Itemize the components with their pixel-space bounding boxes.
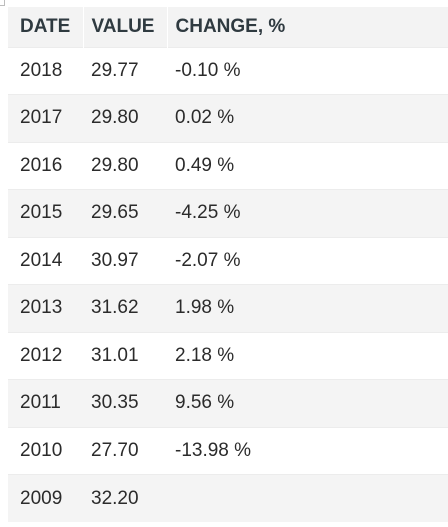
table-row: 2015 29.65 -4.25 % <box>8 189 448 237</box>
cell-date: 2013 <box>8 284 83 332</box>
table-row: 2010 27.70 -13.98 % <box>8 426 448 475</box>
table-row: 2012 31.01 2.18 % <box>8 331 448 380</box>
cell-change: -4.25 % <box>167 189 448 237</box>
cell-date: 2009 <box>8 474 83 522</box>
cell-value: 31.01 <box>83 331 167 380</box>
cell-value: 30.97 <box>83 236 167 285</box>
cell-date: 2015 <box>8 189 83 237</box>
cell-value: 29.65 <box>83 189 167 237</box>
table-header: DATE VALUE CHANGE, % <box>8 7 448 47</box>
cell-date: 2011 <box>8 379 83 427</box>
cell-date: 2016 <box>8 141 83 190</box>
table-row: 2011 30.35 9.56 % <box>8 379 448 427</box>
cell-date: 2010 <box>8 426 83 475</box>
table-row: 2014 30.97 -2.07 % <box>8 236 448 285</box>
data-table: DATE VALUE CHANGE, % 2018 29.77 -0.10 % … <box>8 7 448 522</box>
cell-change: 0.02 % <box>167 94 448 142</box>
cell-date: 2017 <box>8 94 83 142</box>
table-body: 2018 29.77 -0.10 % 2017 29.80 0.02 % 201… <box>8 46 448 522</box>
cell-value: 32.20 <box>83 474 167 522</box>
cell-date: 2018 <box>8 46 83 95</box>
cell-date: 2012 <box>8 331 83 380</box>
cell-change: 0.49 % <box>167 141 448 190</box>
cell-value: 29.77 <box>83 46 167 95</box>
cell-value: 29.80 <box>83 94 167 142</box>
cell-change <box>167 474 448 522</box>
table-row: 2016 29.80 0.49 % <box>8 141 448 190</box>
cell-change: -2.07 % <box>167 236 448 285</box>
column-header-change[interactable]: CHANGE, % <box>167 7 448 47</box>
column-header-value[interactable]: VALUE <box>83 7 168 47</box>
table-row: 2009 32.20 <box>8 474 448 522</box>
cell-change: -0.10 % <box>167 46 448 95</box>
corner-mark <box>0 0 5 6</box>
column-header-date[interactable]: DATE <box>8 7 84 47</box>
header-row: DATE VALUE CHANGE, % <box>8 7 448 47</box>
cell-change: 9.56 % <box>167 379 448 427</box>
cell-value: 27.70 <box>83 426 167 475</box>
table-row: 2018 29.77 -0.10 % <box>8 46 448 95</box>
cell-change: 1.98 % <box>167 284 448 332</box>
cell-value: 31.62 <box>83 284 167 332</box>
cell-date: 2014 <box>8 236 83 285</box>
cell-change: 2.18 % <box>167 331 448 380</box>
table-row: 2013 31.62 1.98 % <box>8 284 448 332</box>
cell-value: 30.35 <box>83 379 167 427</box>
cell-change: -13.98 % <box>167 426 448 475</box>
table-row: 2017 29.80 0.02 % <box>8 94 448 142</box>
cell-value: 29.80 <box>83 141 167 190</box>
